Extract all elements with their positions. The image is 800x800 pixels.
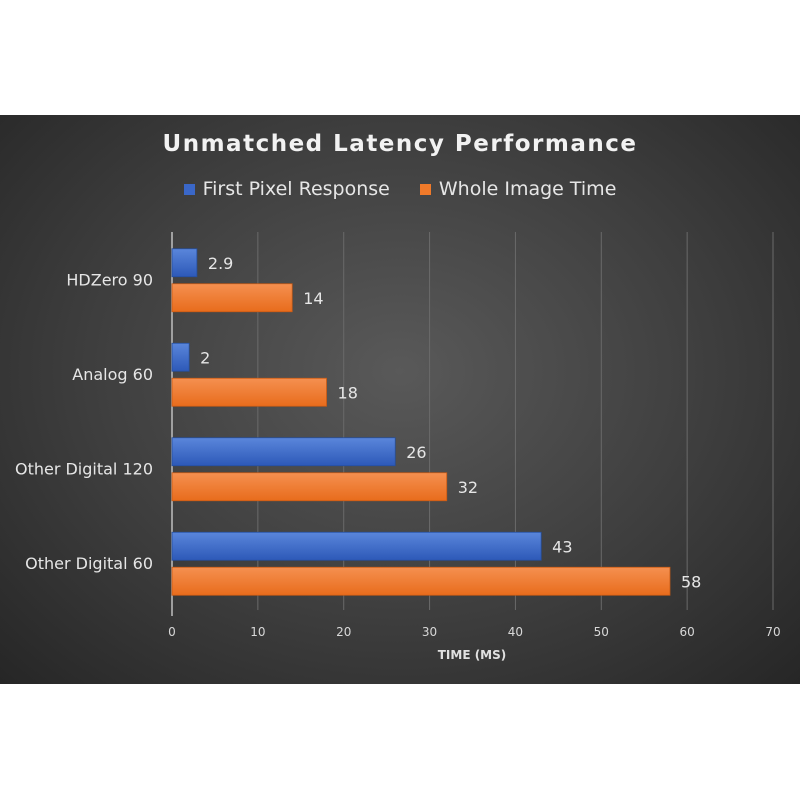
y-category-label: Analog 60	[72, 365, 153, 384]
data-label: 26	[406, 443, 426, 462]
x-tick-label: 40	[508, 625, 523, 639]
bar-first-pixel	[171, 531, 542, 561]
y-category-label: Other Digital 120	[15, 459, 153, 478]
data-label: 2	[200, 348, 210, 367]
legend-swatch-blue	[183, 183, 195, 195]
legend-label: Whole Image Time	[438, 178, 617, 200]
x-tick-label: 70	[765, 625, 780, 639]
y-category-label: HDZero 90	[66, 270, 153, 289]
legend-label: First Pixel Response	[202, 178, 390, 200]
data-label: 18	[338, 383, 358, 402]
x-tick-label: 50	[594, 625, 609, 639]
x-axis-label: TIME (MS)	[438, 648, 507, 662]
bar-first-pixel	[171, 248, 198, 278]
x-tick-label: 60	[680, 625, 695, 639]
data-label: 32	[458, 478, 478, 497]
data-label: 43	[552, 537, 572, 556]
bar-whole-image	[171, 472, 448, 502]
bar-whole-image	[171, 566, 671, 596]
y-category-label: Other Digital 60	[25, 554, 153, 573]
x-tick-label: 20	[336, 625, 351, 639]
x-tick-label: 0	[168, 625, 176, 639]
x-tick-label: 30	[422, 625, 437, 639]
bar-first-pixel	[171, 437, 396, 467]
legend-swatch-orange	[419, 183, 431, 195]
data-label: 14	[303, 289, 323, 308]
data-label: 58	[681, 572, 701, 591]
x-tick-label: 10	[250, 625, 265, 639]
bar-whole-image	[171, 377, 327, 407]
legend-item-whole-image: Whole Image Time	[419, 178, 617, 200]
bar-first-pixel	[171, 342, 190, 372]
chart-title: Unmatched Latency Performance	[162, 131, 638, 157]
bar-whole-image	[171, 283, 293, 313]
legend: First Pixel Response Whole Image Time	[0, 178, 800, 200]
data-label: 2.9	[208, 254, 233, 273]
legend-item-first-pixel: First Pixel Response	[183, 178, 390, 200]
